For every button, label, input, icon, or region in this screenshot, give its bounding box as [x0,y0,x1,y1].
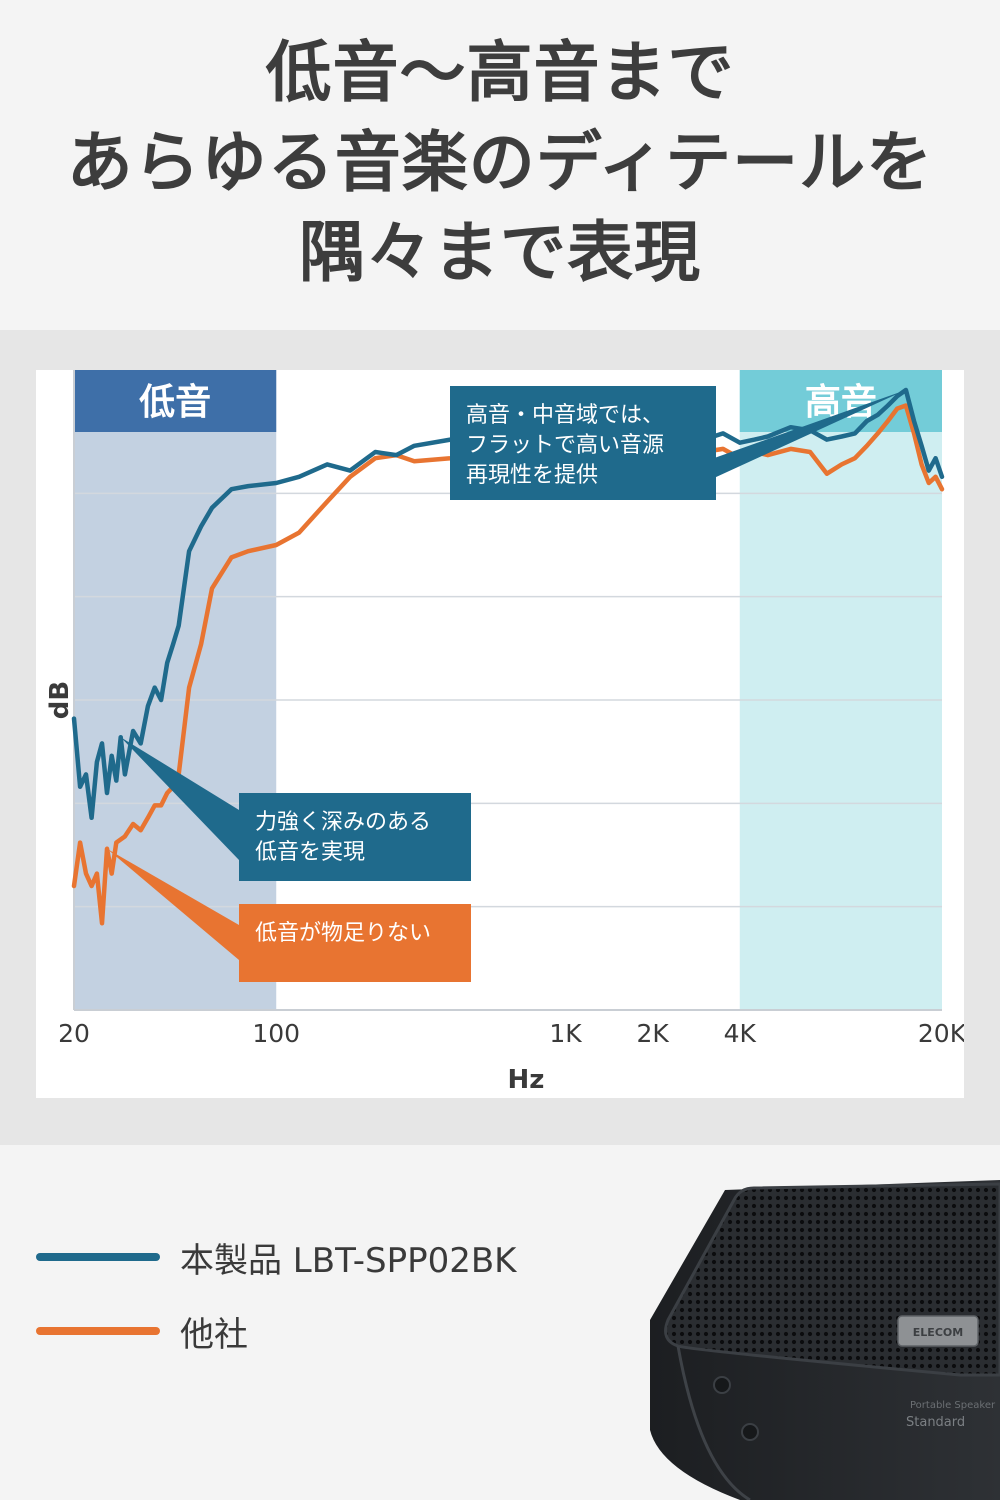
x-tick-label: 2K [637,1019,670,1048]
region-label-0: 低音 [139,382,211,423]
headline-line-2: あらゆる音楽のディテールを [66,124,934,201]
elecom-badge-text: ELECOM [913,1326,963,1339]
legend-item-competitor: 他社 [36,1311,248,1355]
legend-swatch-competitor [36,1327,160,1335]
headline-line-1: 低音～高音まで [265,34,735,111]
annotation-text-0: 高音・中音域では、 [466,403,664,428]
region-band-1 [739,370,942,1010]
x-tick-label: 4K [724,1019,757,1048]
annotation-box-2 [239,904,471,982]
annotation-text-1: 力強く深みのある [255,810,431,835]
annotation-text-0: フラットで高い音源 [466,433,664,458]
annotation-text-2: 低音が物足りない [255,921,431,946]
legend-label-product: 本製品 LBT-SPP02BK [180,1240,517,1281]
legend-label-competitor: 他社 [180,1314,248,1355]
region-header-0 [74,370,277,432]
speaker-side-text-2: Standard [906,1415,965,1430]
annotation-pointer-2 [106,848,239,960]
legend-item-product: 本製品 LBT-SPP02BK [36,1237,516,1281]
speaker-product-image: ELECOM Portable Speaker Standard [650,1180,1000,1500]
annotation-box-1 [239,793,471,881]
elecom-badge: ELECOM [897,1315,979,1347]
annotation-text-1: 低音を実現 [255,840,365,865]
speaker-side-text-1: Portable Speaker [910,1400,996,1411]
x-tick-label: 20K [918,1019,964,1048]
x-tick-label: 20 [58,1019,90,1048]
legend: 本製品 LBT-SPP02BK 他社 [36,1225,636,1365]
y-axis-label: dB [45,681,75,719]
x-axis-label: Hz [508,1065,545,1095]
chart-panel: 低音 高音 20 100 1K 2K 4K 20K Hz dB 高音・中音域では、 フラットで高い音源… [36,370,964,1098]
x-tick-label: 1K [549,1019,582,1048]
annotation-text-0: 再現性を提供 [466,463,598,488]
headline-line-3: 隅々まで表現 [299,214,701,291]
annotation-pointer-1 [120,737,239,860]
x-tick-label: 100 [252,1019,300,1048]
headline: 低音～高音まで あらゆる音楽のディテールを 隅々まで表現 [0,28,1000,298]
legend-swatch-product [36,1253,160,1261]
annotation-box-0 [450,386,716,500]
